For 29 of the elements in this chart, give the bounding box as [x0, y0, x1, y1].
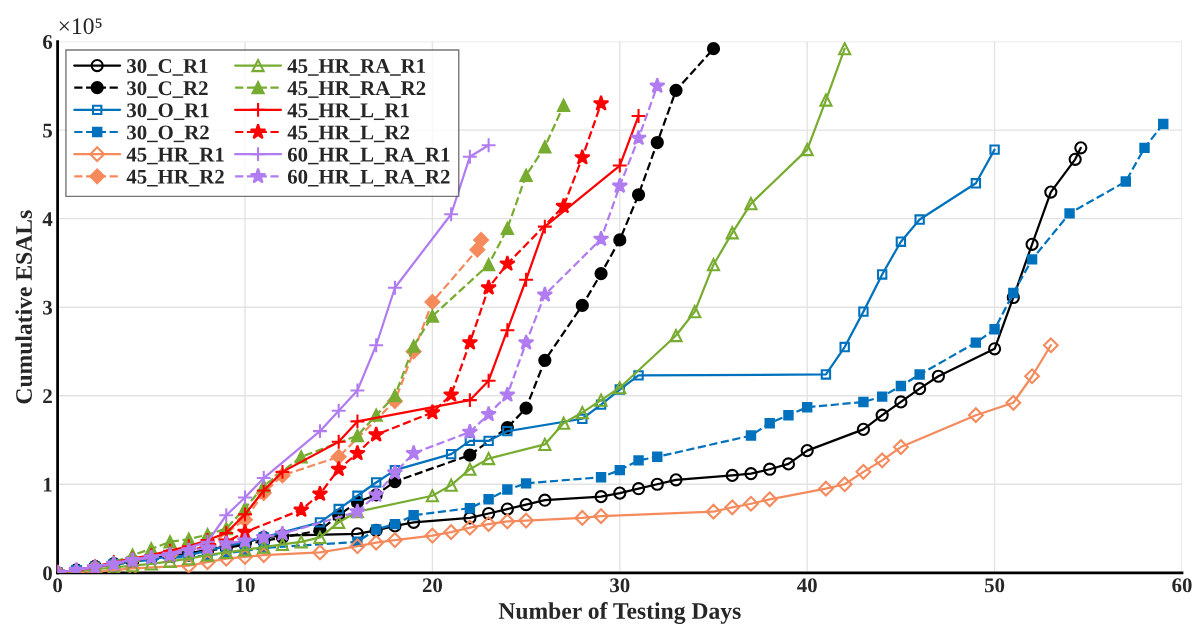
- legend-label: 30_O_R2: [127, 125, 209, 143]
- x-axis-title: Number of Testing Days: [498, 602, 741, 624]
- y-tick-label: 6: [43, 35, 53, 50]
- legend-label: 45_HR_R1: [126, 147, 224, 165]
- y-tick-label: 3: [43, 300, 53, 315]
- legend-label: 30_C_R2: [127, 81, 208, 98]
- x-tick-label: 60: [1172, 578, 1192, 593]
- legend-label: 45_HR_RA_R1: [287, 59, 426, 76]
- text: ×10⁵: [59, 18, 102, 35]
- legend-label: 30_C_R1: [127, 59, 208, 76]
- x-tick-label: 20: [422, 578, 443, 593]
- legend-label: 60_HR_L_RA_R2: [287, 169, 450, 187]
- legend-label: 45_HR_L_R2: [287, 125, 410, 143]
- x-tick-label: 30: [610, 578, 630, 593]
- y-tick-label: 2: [43, 389, 52, 403]
- x-tick-label: 40: [797, 578, 817, 593]
- legend-label: 60_HR_L_RA_R1: [287, 147, 450, 165]
- y-tick-label: 4: [42, 212, 53, 226]
- y-tick-label: 1: [43, 477, 52, 492]
- y-axis-title: Cumulative ESALs: [15, 210, 33, 404]
- x-tick-label: 0: [53, 578, 63, 593]
- x-tick-label: 50: [985, 578, 1005, 593]
- y-tick-label: 5: [43, 123, 52, 138]
- x-tick-label: 10: [236, 578, 255, 593]
- legend-label: 45_HR_L_R1: [287, 103, 409, 121]
- y-tick-label: 0: [43, 566, 52, 581]
- legend-label: 45_HR_R2: [126, 169, 224, 187]
- legend-label: 30_O_R1: [127, 103, 209, 121]
- legend-label: 45_HR_RA_R2: [287, 81, 426, 98]
